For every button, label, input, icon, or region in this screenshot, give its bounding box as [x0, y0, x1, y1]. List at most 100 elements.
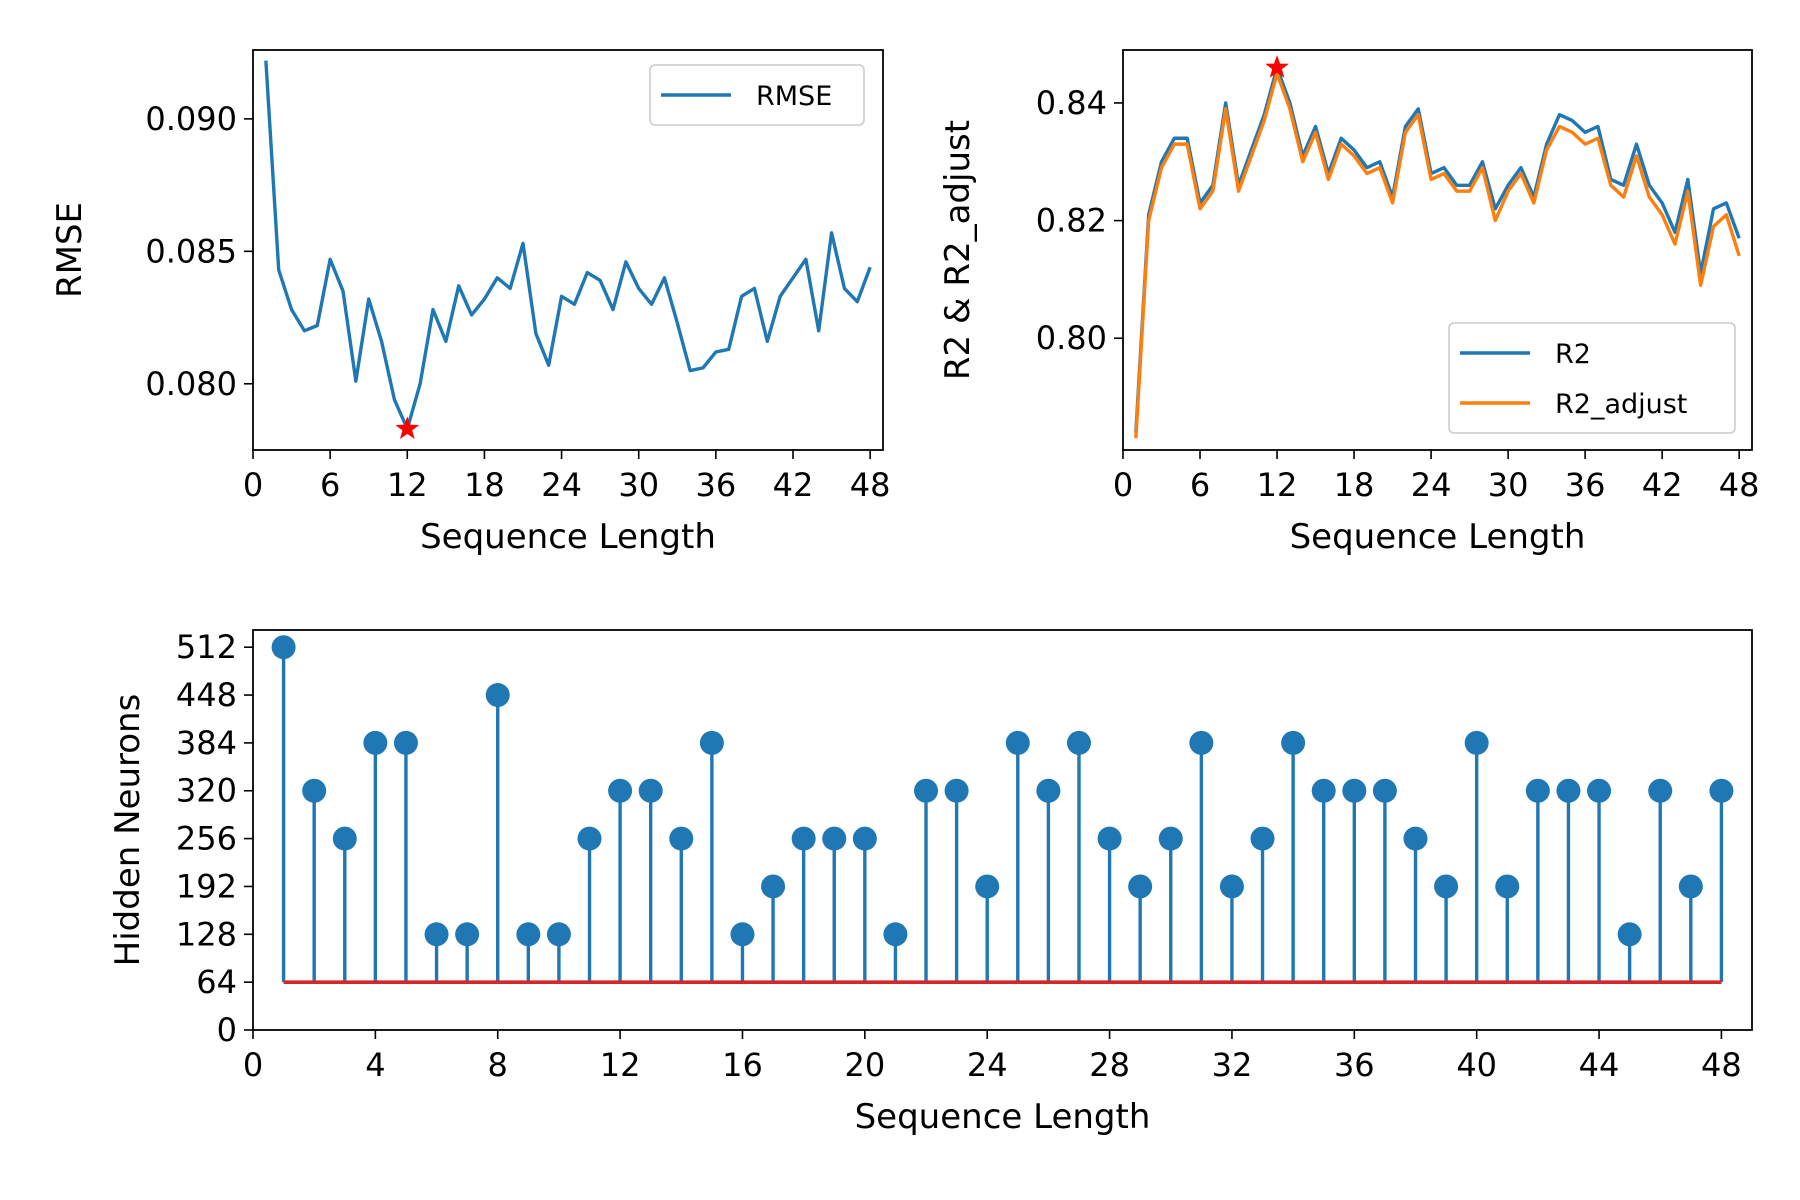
x-tick-label: 6 [320, 466, 340, 504]
plot-area [271, 635, 1734, 984]
y-tick-label: 0.090 [145, 100, 237, 138]
y-tick-label: 64 [196, 963, 237, 1001]
stem-marker [761, 874, 786, 899]
y-axis-label: Hidden Neurons [108, 694, 148, 967]
y-tick-label: 0 [217, 1011, 237, 1049]
x-tick-label: 48 [850, 466, 891, 504]
y-tick-label: 0.84 [1036, 84, 1107, 122]
stem-marker [883, 922, 908, 947]
y-tick-label: 0.80 [1036, 319, 1107, 357]
axes-frame [252, 49, 884, 451]
stem-marker [1464, 730, 1489, 755]
x-tick-label: 30 [618, 466, 659, 504]
x-tick-label: 32 [1212, 1046, 1253, 1084]
stem-marker [699, 730, 724, 755]
axes-frame [252, 629, 1753, 1031]
legend: RMSE [649, 64, 865, 126]
y-tick-label: 0.080 [145, 365, 237, 403]
stem-marker [1189, 730, 1214, 755]
stem-marker [1219, 874, 1244, 899]
x-tick-label: 12 [600, 1046, 641, 1084]
y-tick-label: 384 [176, 724, 237, 762]
stem-marker [485, 683, 510, 708]
legend-label: RMSE [756, 81, 832, 112]
stem-marker [1097, 826, 1122, 851]
x-tick-label: 0 [243, 466, 263, 504]
stem-marker [516, 922, 541, 947]
x-tick-label: 0 [243, 1046, 263, 1084]
stem-marker [975, 874, 1000, 899]
y-tick-label: 128 [176, 915, 237, 953]
stem-marker [1587, 778, 1612, 803]
x-axis-label: Sequence Length [420, 517, 716, 557]
best-point-star-marker [395, 416, 420, 439]
stem-marker [638, 778, 663, 803]
y-axis-label: R2 & R2_adjust [938, 120, 978, 380]
x-tick-label: 36 [1334, 1046, 1375, 1084]
x-tick-label: 12 [387, 466, 428, 504]
series-line-rmse [264, 60, 872, 431]
best-point-star-marker [1265, 55, 1289, 78]
stem-marker [455, 922, 480, 947]
stem-marker [1709, 778, 1734, 803]
x-tick-label: 20 [844, 1046, 885, 1084]
x-tick-label: 18 [1334, 466, 1375, 504]
stem-marker [1525, 778, 1550, 803]
stem-marker [1158, 826, 1183, 851]
x-tick-label: 24 [967, 1046, 1008, 1084]
stem-marker [302, 778, 327, 803]
stem-marker [1403, 826, 1428, 851]
y-tick-label: 0.085 [145, 232, 237, 270]
subplot-2: 0 6 12 18 24 30 36 42 48 0.80 0.82 0.84 Sequence Len… [938, 49, 1760, 557]
x-tick-label: 24 [541, 466, 582, 504]
x-tick-label: 18 [464, 466, 505, 504]
stem-marker [577, 826, 602, 851]
stem-marker [914, 778, 939, 803]
stem-marker [1066, 730, 1091, 755]
stem-marker [608, 778, 633, 803]
y-tick-label: 320 [176, 772, 237, 810]
x-tick-label: 24 [1411, 466, 1452, 504]
legend-label: R2 [1555, 339, 1591, 370]
stem-marker [1036, 778, 1061, 803]
series-line-r2-adjust [1134, 71, 1741, 439]
x-axis-label: Sequence Length [1290, 517, 1586, 557]
x-axis-label: Sequence Length [855, 1097, 1151, 1137]
y-tick-label: 512 [176, 628, 237, 666]
y-axis-label: RMSE [50, 202, 90, 298]
stem-marker [1311, 778, 1336, 803]
x-tick-label: 6 [1190, 466, 1210, 504]
x-tick-label: 16 [722, 1046, 763, 1084]
stem-marker [791, 826, 816, 851]
stem-marker [1678, 874, 1703, 899]
x-tick-label: 42 [1642, 466, 1683, 504]
x-tick-label: 30 [1488, 466, 1529, 504]
x-tick-label: 40 [1456, 1046, 1497, 1084]
x-tick-label: 48 [1701, 1046, 1742, 1084]
stem-marker [1372, 778, 1397, 803]
stem-marker [332, 826, 357, 851]
legend: R2 R2_adjust [1448, 322, 1736, 434]
y-tick-label: 256 [176, 820, 237, 858]
x-tick-label: 12 [1257, 466, 1298, 504]
stem-marker [730, 922, 755, 947]
stem-marker [1342, 778, 1367, 803]
stem-marker [669, 826, 694, 851]
stem-marker [1005, 730, 1030, 755]
x-tick-label: 8 [488, 1046, 508, 1084]
axes-frame [1122, 49, 1753, 451]
plot-area [264, 60, 872, 439]
y-tick-label: 192 [176, 867, 237, 905]
x-tick-label: 42 [773, 466, 814, 504]
plot-area [1134, 55, 1741, 439]
stem-marker [393, 730, 418, 755]
stem-marker [1556, 778, 1581, 803]
stem-marker [1434, 874, 1459, 899]
x-tick-label: 36 [695, 466, 736, 504]
x-tick-label: 4 [365, 1046, 385, 1084]
stem-marker [1495, 874, 1520, 899]
legend-label: R2_adjust [1555, 389, 1687, 420]
stem-marker [944, 778, 969, 803]
stem-marker [1128, 874, 1153, 899]
